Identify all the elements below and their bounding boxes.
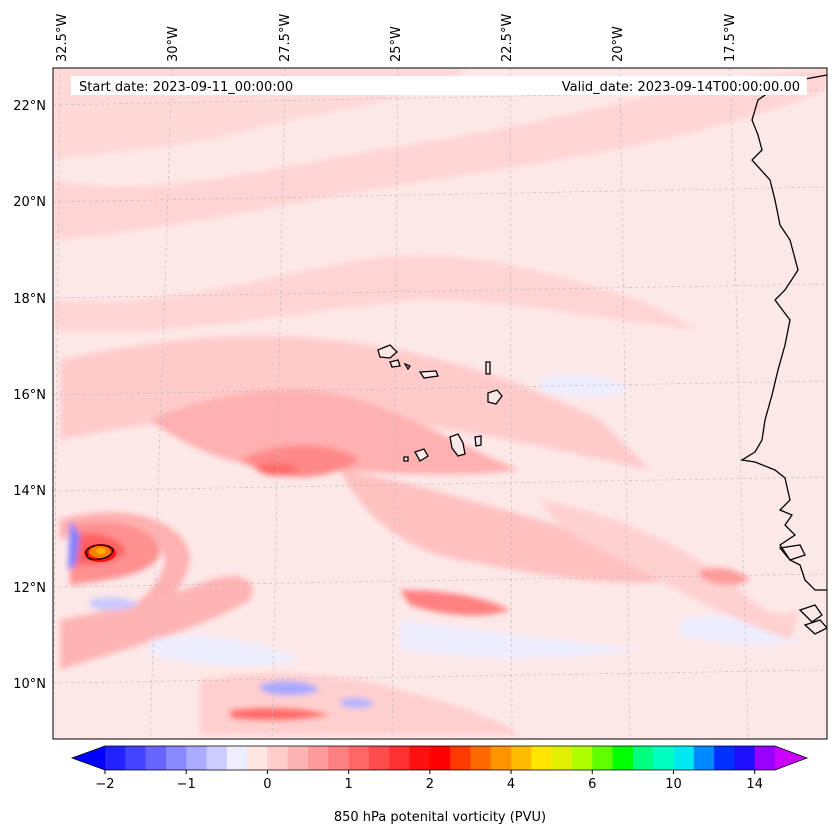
colorbar-swatches	[70, 745, 809, 771]
colorbar-swatch	[551, 746, 573, 770]
colorbar-swatch	[226, 746, 248, 770]
colorbar-swatch	[348, 746, 370, 770]
colorbar-tick-label: 4	[507, 777, 515, 792]
island-santo-antao	[377, 344, 398, 359]
colorbar-swatch	[470, 746, 492, 770]
colorbar-swatch	[754, 746, 776, 770]
lat-label: 12°N	[13, 581, 46, 596]
colorbar-swatch	[714, 746, 735, 770]
coastlines	[740, 74, 827, 635]
lon-label: 30°W	[166, 26, 181, 62]
colorbar-swatch	[186, 746, 208, 770]
colorbar-swatch	[125, 746, 147, 770]
colorbar-tick-label: 1	[344, 777, 352, 792]
lon-label: 25°W	[389, 26, 404, 62]
africa-coastline	[740, 74, 827, 591]
colorbar-tick-label: −1	[177, 777, 196, 792]
colorbar-swatch	[368, 746, 390, 770]
colorbar-swatch	[592, 746, 614, 770]
map-gridlines	[53, 68, 827, 739]
lat-label: 10°N	[13, 677, 46, 692]
colorbar-swatch	[531, 746, 553, 770]
colorbar-tick-label: 6	[588, 777, 596, 792]
colorbar-swatch	[632, 746, 654, 770]
colorbar-ticks: −2 −1 0 1 2 4 6 10 14	[95, 770, 763, 792]
lat-label: 22°N	[13, 99, 46, 114]
valid-date-label: Valid_date: 2023-09-14T00:00:00.00	[562, 80, 800, 95]
colorbar-swatch	[105, 746, 126, 770]
colorbar-swatch	[673, 746, 695, 770]
lon-label: 17.5°W	[723, 14, 738, 62]
colorbar-swatch	[511, 746, 532, 770]
colorbar-extend-high	[775, 746, 807, 770]
colorbar-swatch	[328, 746, 350, 770]
colorbar-swatch	[612, 746, 634, 770]
colorbar: −2 −1 0 1 2 4 6 10 14 850 hPa potenital vorticit…	[70, 745, 809, 825]
map-plot-area: Start date: 2023-09-11_00:00:00 Valid_da…	[53, 68, 827, 739]
colorbar-swatch	[145, 746, 167, 770]
island-brava	[403, 456, 409, 462]
colorbar-swatch	[206, 746, 228, 770]
colorbar-tick-label: 14	[746, 777, 763, 792]
lat-label: 14°N	[13, 484, 46, 499]
colorbar-tick-label: −2	[95, 777, 114, 792]
start-date-label: Start date: 2023-09-11_00:00:00	[79, 80, 293, 95]
lon-label: 32.5°W	[55, 14, 70, 62]
colorbar-swatch	[653, 746, 674, 770]
colorbar-tick-label: 2	[426, 777, 434, 792]
colorbar-swatch	[429, 746, 451, 770]
lat-label: 18°N	[13, 292, 46, 307]
colorbar-tick-label: 10	[665, 777, 682, 792]
lon-label: 20°W	[611, 26, 626, 62]
lon-label: 27.5°W	[278, 14, 293, 62]
island-santiago	[449, 433, 466, 457]
island-sal	[485, 361, 491, 375]
colorbar-swatch	[734, 746, 756, 770]
colorbar-swatch	[389, 746, 411, 770]
colorbar-swatch	[409, 746, 431, 770]
colorbar-swatch	[450, 746, 471, 770]
island-sao-nicolau	[418, 370, 439, 379]
lat-label: 16°N	[13, 388, 46, 403]
colorbar-label: 850 hPa potenital vorticity (PVU)	[334, 810, 546, 825]
colorbar-swatch	[287, 746, 309, 770]
colorbar-swatch	[308, 746, 329, 770]
longitude-labels: 32.5°W 30°W 27.5°W 25°W 22.5°W 20°W 17.5…	[55, 14, 738, 62]
cyclone-core	[84, 544, 116, 562]
colorbar-swatch	[247, 746, 268, 770]
lon-label: 22.5°W	[500, 14, 515, 62]
colorbar-extend-low	[72, 746, 105, 770]
colorbar-swatch	[571, 746, 593, 770]
colorbar-swatch	[267, 746, 289, 770]
colorbar-tick-label: 0	[263, 777, 271, 792]
date-header-box	[71, 76, 807, 95]
map-frame	[52, 67, 828, 740]
colorbar-swatch	[693, 746, 715, 770]
island-sao-vicente-dot	[403, 362, 411, 371]
colorbar-swatch	[490, 746, 512, 770]
cape-verde-islands	[377, 344, 503, 462]
island-sao-vicente	[389, 359, 401, 368]
lat-label: 20°N	[13, 195, 46, 210]
latitude-labels: 22°N 20°N 18°N 16°N 14°N 12°N 10°N	[13, 99, 46, 692]
island-boa-vista	[487, 389, 503, 405]
island-fogo	[414, 448, 429, 462]
colorbar-swatch	[165, 746, 187, 770]
island-maio	[474, 435, 482, 447]
